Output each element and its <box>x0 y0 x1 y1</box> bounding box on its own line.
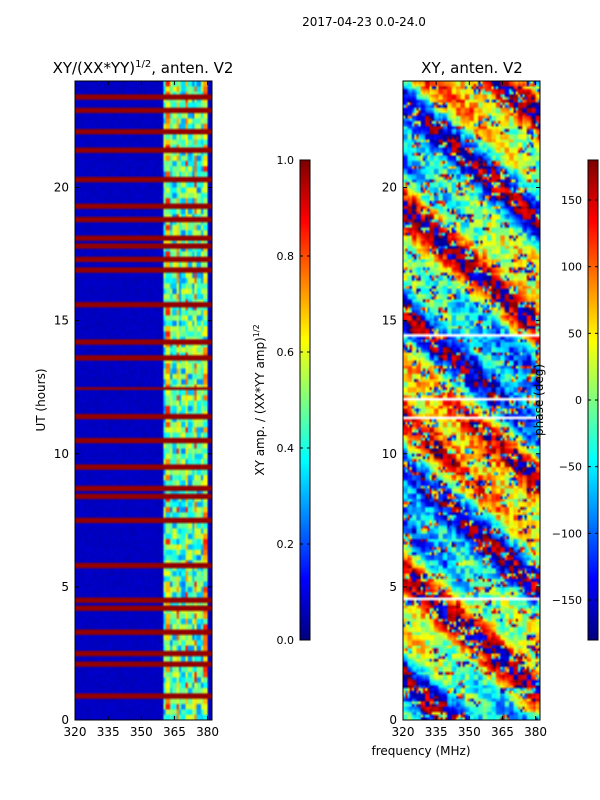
x-tick-label: 320 <box>64 725 87 739</box>
frequency-xlabel: frequency (MHz) <box>371 744 470 758</box>
amplitude-heatmap <box>75 81 212 720</box>
amplitude-colorbar-gradient <box>300 160 310 640</box>
amplitude-plot-frame <box>74 80 213 721</box>
colorbar-tick-label: −100 <box>552 527 582 540</box>
colorbar-tick-label: 0.6 <box>277 346 295 359</box>
colorbar-tick-label: 50 <box>568 327 582 340</box>
y-tick-label: 5 <box>61 580 69 594</box>
y-tick-label: 0 <box>389 713 397 727</box>
phase-colorbar-ticks: −150 −100 −50 0 50 100 150 <box>552 194 598 607</box>
x-tick-label: 365 <box>491 725 514 739</box>
x-tick-label: 380 <box>196 725 219 739</box>
phase-colorbar-gradient <box>588 160 598 640</box>
x-tick-label: 335 <box>425 725 448 739</box>
amplitude-panel: XY/(XX*YY)1/2, anten. V2 320 335 350 365 380… <box>34 59 233 739</box>
phase-heatmap <box>403 81 540 720</box>
colorbar-tick-label: −150 <box>552 594 582 607</box>
figure-suptitle: 2017-04-23 0.0-24.0 <box>302 15 426 29</box>
x-tick-label: 350 <box>130 725 153 739</box>
phase-panel: XY, anten. V2 320 335 350 365 380 0 5 10 15 20 fr… <box>371 59 547 758</box>
phase-panel-title: XY, anten. V2 <box>421 59 523 77</box>
x-tick-label: 380 <box>524 725 547 739</box>
y-tick-label: 20 <box>382 181 397 195</box>
y-tick-label: 10 <box>54 447 69 461</box>
y-tick-label: 10 <box>382 447 397 461</box>
colorbar-tick-label: 0.0 <box>277 634 295 647</box>
colorbar-tick-label: 0 <box>575 394 582 407</box>
x-tick-label: 350 <box>458 725 481 739</box>
y-tick-label: 20 <box>54 181 69 195</box>
y-tick-label: 0 <box>61 713 69 727</box>
amplitude-colorbar: 0.0 0.2 0.4 0.6 0.8 1.0 XY amp. / (XX*YY amp)… <box>252 154 311 647</box>
colorbar-tick-label: −50 <box>559 461 582 474</box>
colorbar-tick-label: 100 <box>561 261 582 274</box>
phase-colorbar-label: phase (deg) <box>532 364 546 436</box>
amplitude-ylabel: UT (hours) <box>34 368 48 431</box>
y-tick-label: 5 <box>389 580 397 594</box>
y-tick-label: 15 <box>54 314 69 328</box>
x-tick-label: 335 <box>97 725 120 739</box>
phase-plot-frame <box>402 80 541 721</box>
colorbar-tick-label: 150 <box>561 194 582 207</box>
colorbar-tick-label: 0.8 <box>277 250 295 263</box>
amplitude-colorbar-label: XY amp. / (XX*YY amp)1/2 <box>252 324 267 475</box>
amplitude-panel-title: XY/(XX*YY)1/2, anten. V2 <box>53 59 234 77</box>
amplitude-colorbar-ticks: 0.0 0.2 0.4 0.6 0.8 1.0 <box>277 154 310 647</box>
colorbar-tick-label: 1.0 <box>277 154 295 167</box>
colorbar-tick-label: 0.4 <box>277 442 295 455</box>
phase-colorbar: −150 −100 −50 0 50 100 150 phase (deg) <box>532 159 599 641</box>
phase-axis-ticks: 320 335 350 365 380 0 5 10 15 20 <box>382 81 547 739</box>
amplitude-axis-ticks: 320 335 350 365 380 0 5 10 15 20 <box>54 81 219 739</box>
colorbar-tick-label: 0.2 <box>277 538 295 551</box>
x-tick-label: 365 <box>163 725 186 739</box>
y-tick-label: 15 <box>382 314 397 328</box>
x-tick-label: 320 <box>392 725 415 739</box>
amplitude-colorbar-frame <box>299 159 311 641</box>
